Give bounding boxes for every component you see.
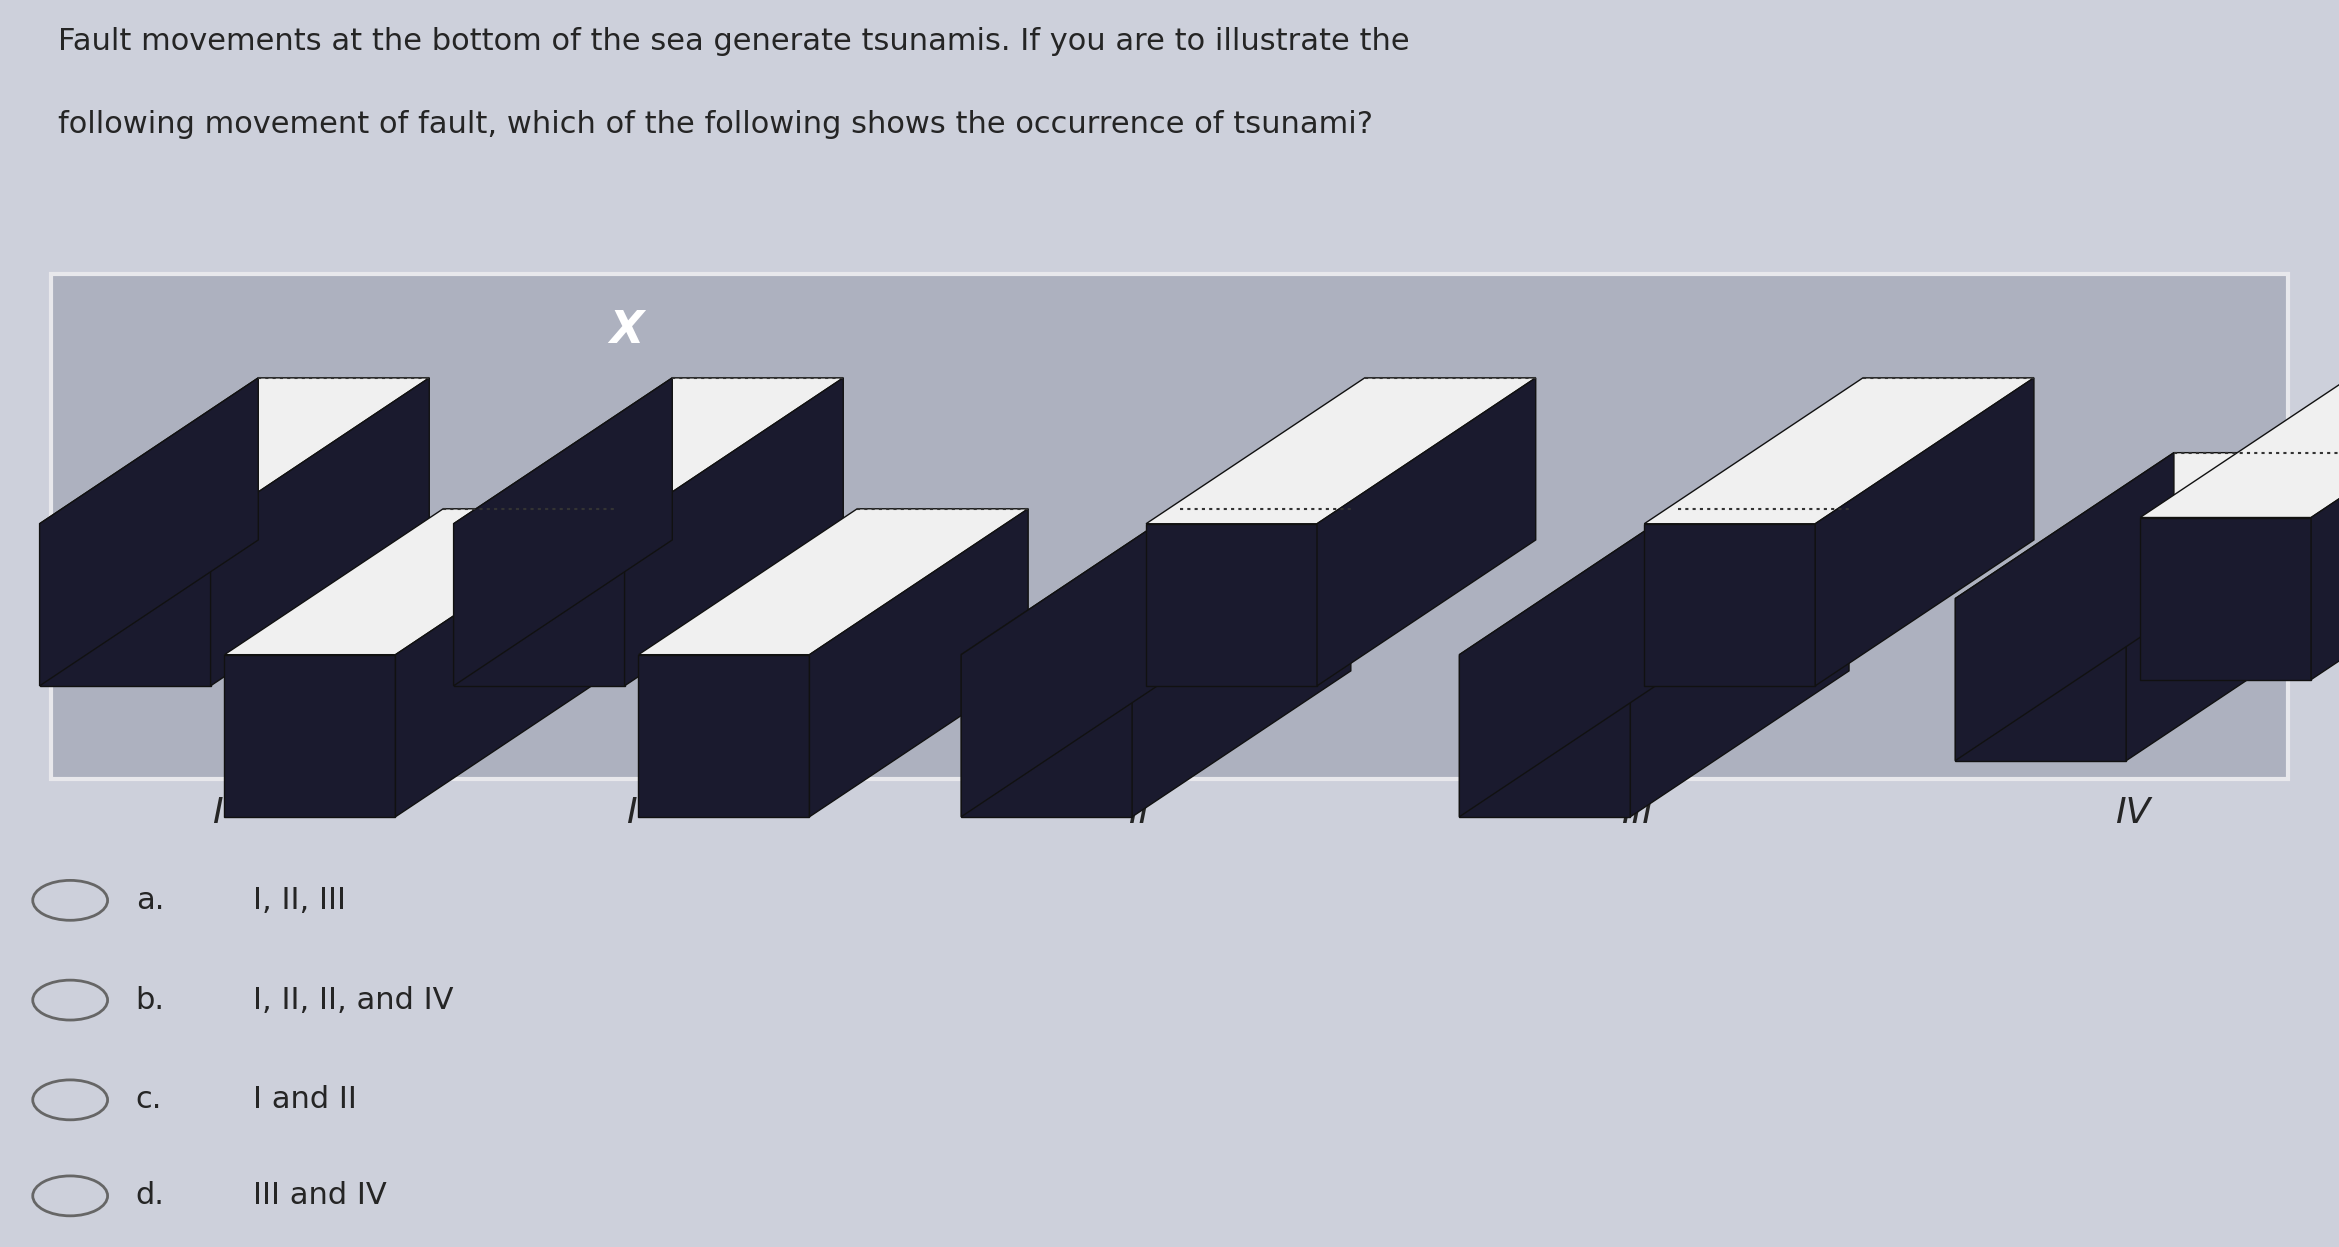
Text: I and II: I and II [253,1085,356,1115]
Polygon shape [2311,372,2339,680]
Polygon shape [1132,509,1352,817]
Text: I, II, II, and IV: I, II, II, and IV [253,985,454,1015]
Text: c.: c. [136,1085,161,1115]
Text: III and IV: III and IV [253,1181,386,1211]
Text: X: X [610,309,643,352]
Polygon shape [2140,518,2311,680]
FancyBboxPatch shape [51,274,2288,779]
Polygon shape [625,378,844,686]
Text: Fault movements at the bottom of the sea generate tsunamis. If you are to illust: Fault movements at the bottom of the sea… [58,27,1410,56]
Polygon shape [1630,509,1850,817]
Polygon shape [1317,378,1537,686]
Polygon shape [211,378,430,686]
Text: I, II, III: I, II, III [253,885,346,915]
Polygon shape [1644,524,1815,686]
Text: I: I [213,796,222,831]
Polygon shape [1955,453,2339,599]
Polygon shape [1955,599,2126,761]
Polygon shape [1460,509,1850,655]
Text: b.: b. [136,985,164,1015]
Polygon shape [1815,378,2035,686]
Polygon shape [1460,655,1630,817]
Polygon shape [40,378,430,524]
Polygon shape [2126,453,2339,761]
Polygon shape [639,655,809,817]
Polygon shape [961,509,1179,817]
Polygon shape [40,524,211,686]
Text: III: III [1621,796,1654,831]
Polygon shape [809,509,1029,817]
Polygon shape [2140,372,2339,518]
Polygon shape [225,655,395,817]
Text: d.: d. [136,1181,164,1211]
Text: II: II [1127,796,1151,831]
Polygon shape [40,378,257,686]
Polygon shape [961,509,1352,655]
Text: I: I [627,796,636,831]
Polygon shape [1955,453,2173,761]
Polygon shape [225,509,615,655]
Polygon shape [1146,378,1537,524]
Polygon shape [395,509,615,817]
Text: IV: IV [2114,796,2152,831]
Polygon shape [1460,509,1677,817]
Polygon shape [1146,524,1317,686]
Polygon shape [961,655,1132,817]
Polygon shape [454,378,844,524]
Polygon shape [454,378,671,686]
Polygon shape [1644,378,2035,524]
Text: following movement of fault, which of the following shows the occurrence of tsun: following movement of fault, which of th… [58,110,1373,138]
Polygon shape [454,524,625,686]
Text: a.: a. [136,885,164,915]
Polygon shape [639,509,1029,655]
